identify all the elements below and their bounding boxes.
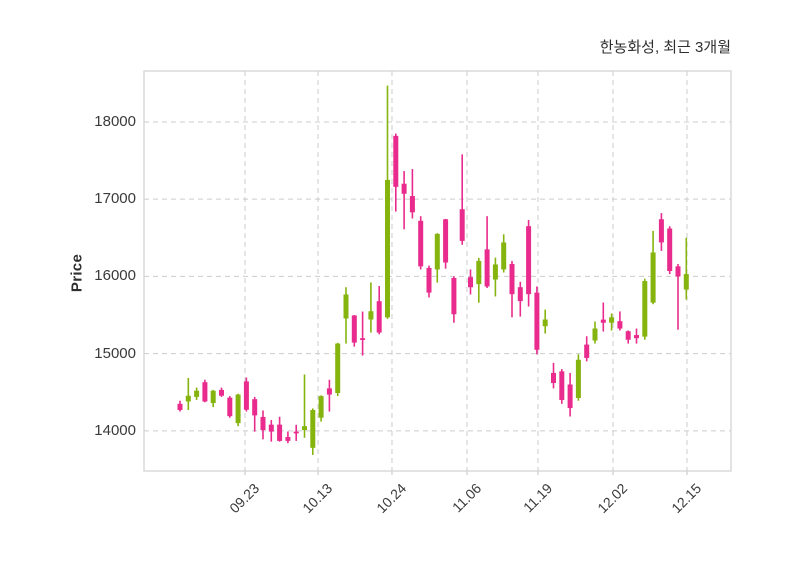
candle-body (243, 381, 249, 410)
candle-body (451, 277, 457, 315)
candle-body (575, 359, 581, 399)
candle-body (642, 281, 648, 337)
candle-body (227, 397, 233, 417)
candle-body (625, 331, 631, 340)
candle-body (418, 220, 424, 267)
candle-body (385, 179, 390, 318)
chart-title: 한농화성, 최근 3개월 (599, 39, 731, 56)
candle-body (592, 328, 598, 341)
candle-body (650, 252, 656, 303)
y-tick-label: 14000 (94, 421, 136, 439)
candle-body (675, 266, 681, 277)
candle-body (534, 292, 540, 350)
candle-body (426, 267, 432, 293)
candle-body (526, 226, 532, 295)
candle-body (376, 301, 382, 333)
candle-body (667, 228, 673, 271)
y-tick-label: 17000 (94, 190, 136, 208)
candle-body (326, 388, 332, 395)
candle-body (268, 424, 274, 432)
candle-body (343, 294, 349, 319)
candle-body (393, 135, 399, 187)
candle-body (285, 437, 291, 441)
candle-body (409, 196, 415, 213)
candle-body (551, 372, 556, 383)
candle-body (351, 315, 357, 343)
candle-body (401, 183, 407, 194)
candle-body (609, 317, 615, 323)
candle-body (318, 396, 324, 418)
candle-body (559, 371, 565, 400)
candle-body (476, 260, 482, 285)
candle-body (177, 403, 183, 410)
candle-body (683, 274, 689, 290)
candle-body (194, 390, 200, 397)
candle-body (210, 390, 216, 404)
candle-body (509, 264, 515, 295)
y-tick-label: 15000 (94, 344, 136, 362)
candle-body (517, 287, 523, 302)
candle-body (202, 382, 208, 402)
candle-body (484, 249, 490, 287)
candle-body (459, 209, 465, 241)
candle-body (260, 416, 266, 431)
candle-body (235, 394, 241, 424)
candle-body (658, 219, 664, 243)
candle-body (335, 343, 341, 394)
candle-body (542, 319, 548, 327)
candle-body (185, 395, 191, 402)
candle-body (567, 384, 573, 409)
candle-body (443, 219, 449, 263)
candle-body (634, 335, 639, 339)
candle-body (434, 233, 440, 270)
candle-body (368, 311, 374, 320)
candle-body (492, 264, 498, 280)
candle-body (293, 431, 299, 434)
candle-body (219, 389, 224, 396)
candle-body (468, 277, 473, 288)
candle-body (617, 321, 623, 329)
candle-body (302, 426, 307, 431)
candle-body (360, 338, 366, 340)
candle-body (584, 344, 590, 358)
y-tick-label: 16000 (94, 267, 136, 285)
candle-body (252, 399, 258, 416)
candle-body (600, 319, 606, 323)
plot-border (143, 70, 732, 472)
candle-body (501, 242, 507, 270)
candle-body (277, 424, 283, 441)
y-tick-label: 18000 (94, 112, 136, 130)
candle-body (310, 409, 316, 448)
